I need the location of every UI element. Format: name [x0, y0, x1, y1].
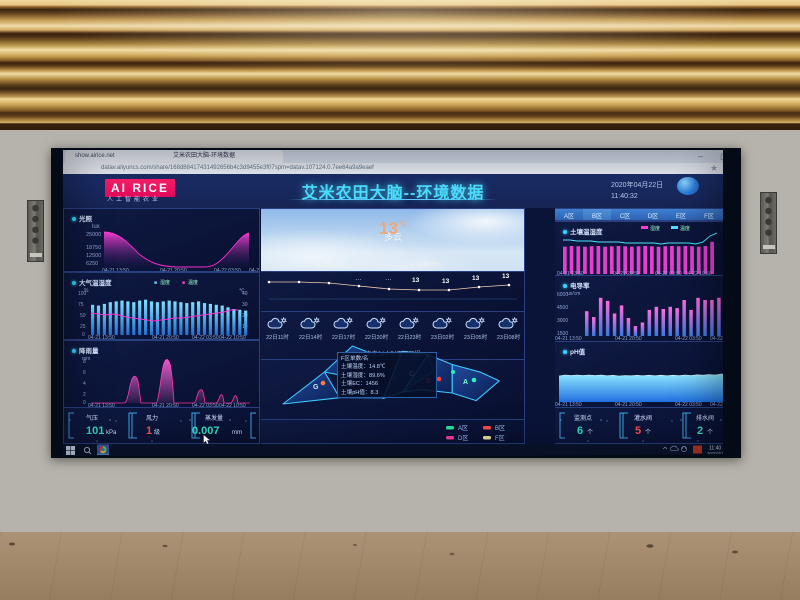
svg-text:12500: 12500 — [86, 253, 101, 259]
svg-text:0: 0 — [83, 400, 86, 406]
svg-text:F区: F区 — [704, 213, 714, 220]
svg-text:C区: C区 — [620, 213, 630, 220]
svg-text:0: 0 — [82, 332, 85, 338]
svg-text:F区: F区 — [495, 435, 505, 442]
svg-text:100: 100 — [78, 291, 87, 297]
svg-text:A区: A区 — [564, 213, 574, 220]
svg-text:4: 4 — [83, 381, 86, 387]
svg-text:13: 13 — [502, 273, 510, 280]
svg-text:G: G — [313, 384, 319, 391]
svg-text:50: 50 — [80, 313, 86, 319]
svg-text:…: … — [385, 275, 392, 282]
svg-text:B区: B区 — [592, 213, 602, 220]
svg-text:6000: 6000 — [557, 292, 568, 298]
svg-text:75: 75 — [78, 302, 84, 308]
svg-text:2: 2 — [83, 392, 86, 398]
svg-text:■: ■ — [154, 280, 157, 286]
svg-text:13: 13 — [472, 275, 480, 282]
svg-text:4500: 4500 — [557, 305, 568, 311]
svg-text:8: 8 — [83, 359, 86, 365]
svg-text:6250: 6250 — [86, 261, 98, 267]
svg-text:25: 25 — [80, 324, 86, 330]
svg-text:…: … — [355, 275, 362, 282]
svg-text:A区: A区 — [458, 425, 468, 432]
svg-text:A: A — [463, 379, 468, 386]
svg-text:6: 6 — [83, 370, 86, 376]
svg-text:13: 13 — [412, 277, 420, 284]
svg-text:40: 40 — [242, 291, 248, 297]
svg-text:D区: D区 — [648, 213, 658, 220]
svg-text:18750: 18750 — [86, 245, 101, 251]
svg-text:30: 30 — [242, 302, 248, 308]
svg-text:13: 13 — [442, 278, 450, 285]
svg-text:■: ■ — [182, 280, 185, 286]
svg-text:湿度: 湿度 — [160, 279, 170, 286]
svg-text:25000: 25000 — [86, 232, 101, 238]
svg-text:B区: B区 — [495, 425, 505, 432]
svg-text:E区: E区 — [676, 213, 686, 220]
svg-text:3000: 3000 — [557, 318, 568, 324]
svg-text:us/cm: us/cm — [567, 291, 580, 297]
svg-text:温度: 温度 — [188, 279, 198, 286]
svg-text:D区: D区 — [458, 435, 468, 442]
